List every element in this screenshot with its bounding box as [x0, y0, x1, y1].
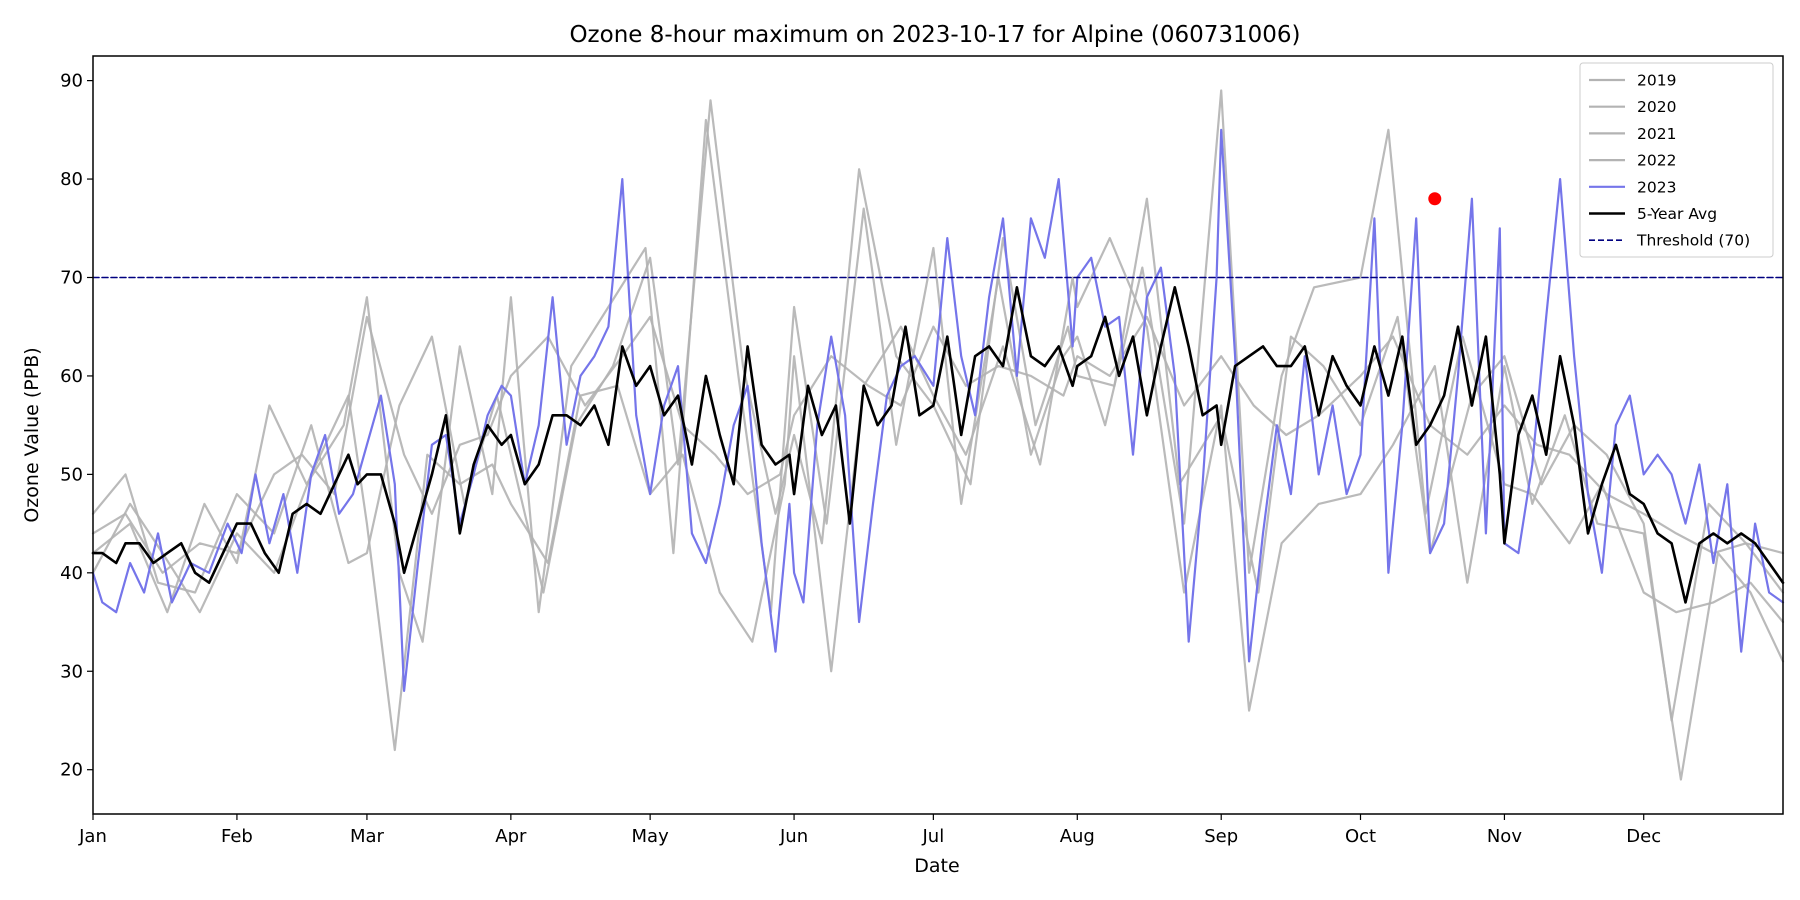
chart-legend: 2019 2020 2021 2022 2023 5-Year Avg Threshold … — [1579, 62, 1774, 258]
y-tick-label: 60 — [60, 366, 83, 387]
x-tick-label: Dec — [1626, 826, 1661, 847]
x-tick-label: Sep — [1204, 826, 1238, 847]
x-tick-label: Apr — [495, 826, 527, 847]
legend-label-5-year-avg: 5-Year Avg — [1637, 205, 1717, 223]
legend-label-2023: 2023 — [1637, 178, 1676, 196]
series-line-2019 — [91, 315, 1785, 574]
series-line-2020 — [91, 89, 1785, 643]
chart-title: Ozone 8-hour maximum on 2023-10-17 for A… — [569, 22, 1300, 48]
x-tick-label: Oct — [1345, 826, 1376, 847]
x-tick-label: Jun — [779, 826, 808, 847]
x-tick-label: May — [632, 826, 670, 847]
y-tick-label: 40 — [60, 563, 83, 584]
x-tick-label: Jul — [921, 826, 944, 847]
highlight-point — [1428, 192, 1442, 206]
x-axis-label: Date — [914, 855, 959, 877]
y-tick-label: 90 — [60, 71, 83, 92]
legend-label-2020: 2020 — [1637, 98, 1676, 116]
series-line-2023 — [91, 128, 1785, 692]
legend-label-2019: 2019 — [1637, 72, 1676, 90]
legend-box — [1579, 62, 1774, 258]
x-tick-label: Feb — [221, 826, 253, 847]
legend-label-2022: 2022 — [1637, 152, 1676, 170]
series-line-5-year-avg — [91, 286, 1785, 604]
y-tick-label: 20 — [60, 760, 83, 781]
y-axis-label: Ozone Value (PPB) — [21, 347, 43, 522]
x-tick-label: Mar — [350, 826, 385, 847]
y-tick-label: 70 — [60, 267, 83, 288]
legend-label-2021: 2021 — [1637, 125, 1676, 143]
plot-area-frame — [92, 55, 1784, 815]
y-tick-label: 80 — [60, 169, 83, 190]
y-tick-label: 50 — [60, 464, 83, 485]
legend-label-threshold-70: Threshold (70) — [1636, 232, 1750, 250]
x-tick-label: Jan — [78, 826, 107, 847]
y-tick-label: 30 — [60, 661, 83, 682]
x-tick-label: Nov — [1487, 826, 1522, 847]
x-tick-label: Aug — [1060, 826, 1095, 847]
